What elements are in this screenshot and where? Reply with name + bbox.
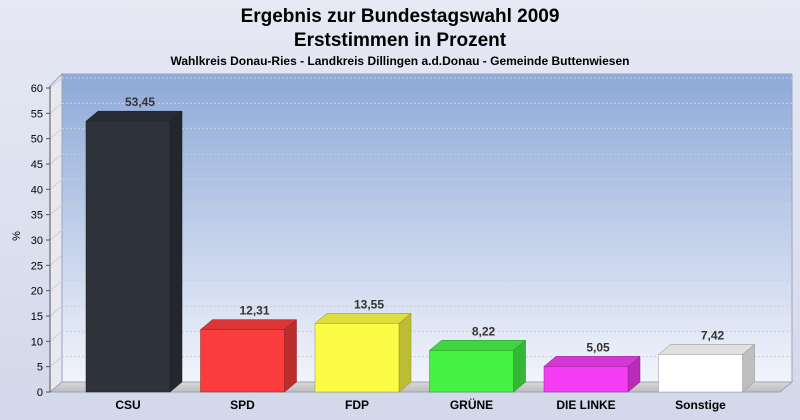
bar-top: [85, 110, 183, 122]
x-tick-label: Sonstige: [675, 398, 726, 412]
bar-top: [543, 356, 641, 367]
gridline: [49, 77, 63, 89]
chart-caption: Wahlkreis Donau-Ries - Landkreis Dilling…: [171, 54, 630, 68]
chart-subtitle: Erststimmen in Prozent: [294, 30, 507, 51]
y-tick-label: 50: [31, 134, 43, 146]
gridline: [49, 128, 63, 140]
gridline: [49, 330, 63, 342]
data-labels: 53,45 12,31 13,55 8,22 5,05 7,42: [125, 95, 725, 354]
gridlines: [49, 77, 792, 368]
data-label: 8,22: [472, 324, 496, 338]
y-tick-label: 60: [31, 83, 43, 95]
gridline: [49, 102, 63, 114]
data-label: 5,05: [586, 340, 610, 354]
bar-gr-ne: [428, 339, 527, 393]
gridline: [49, 153, 63, 165]
bar-top: [199, 319, 298, 330]
y-tick-label: 35: [31, 210, 43, 222]
gridline: [49, 356, 63, 368]
y-tick-label: 45: [31, 159, 43, 171]
x-tick-label: FDP: [345, 398, 369, 412]
bar-front: [314, 323, 400, 393]
x-tick-label: DIE LINKE: [556, 398, 615, 412]
y-axis-label: %: [11, 231, 23, 241]
bar-fdp: [314, 312, 412, 393]
y-tick-label: 40: [31, 184, 43, 196]
bar-die-linke: [543, 355, 641, 393]
data-label: 7,42: [701, 328, 725, 342]
bar-top: [657, 344, 756, 355]
x-tick-label: SPD: [230, 398, 255, 412]
gridline: [49, 254, 63, 266]
y-tick-label: 0: [37, 387, 43, 399]
bar-side: [398, 312, 412, 393]
bar-spd: [199, 319, 298, 393]
bar-sonstige: [657, 343, 756, 393]
y-tick-label: 25: [31, 260, 43, 272]
bar-front: [85, 120, 171, 393]
data-label: 53,45: [125, 95, 155, 109]
bar-front: [658, 354, 743, 393]
bar-front: [200, 329, 285, 393]
x-tick-label: GRÜNE: [450, 397, 493, 412]
bars: [85, 110, 756, 393]
gridline: [49, 229, 63, 241]
gridline: [49, 178, 63, 190]
bar-front: [543, 366, 629, 393]
y-axis-ticks: 0 5 10 15 20 25 30 35 40 45 50 55 60: [31, 83, 50, 399]
gridline: [49, 280, 63, 292]
bar-side: [284, 319, 297, 393]
y-tick-label: 20: [31, 286, 43, 298]
x-tick-label: CSU: [115, 398, 140, 412]
bar-csu: [85, 110, 183, 393]
bar-top: [428, 340, 527, 351]
y-tick-label: 55: [31, 108, 43, 120]
y-tick-label: 30: [31, 235, 43, 247]
y-tick-label: 5: [37, 362, 43, 374]
data-label: 13,55: [354, 297, 384, 311]
bar-side: [169, 110, 183, 393]
x-axis-ticks: CSU SPD FDP GRÜNE DIE LINKE Sonstige: [115, 397, 726, 412]
y-tick-label: 15: [31, 311, 43, 323]
plot-side-wall: [49, 72, 63, 394]
chart-title: Ergebnis zur Bundestagswahl 2009: [241, 6, 560, 27]
gridline: [49, 305, 63, 317]
bar-top: [314, 313, 412, 324]
bar-front: [429, 350, 514, 393]
data-label: 12,31: [239, 304, 269, 318]
gridline: [49, 204, 63, 216]
y-tick-label: 10: [31, 336, 43, 348]
